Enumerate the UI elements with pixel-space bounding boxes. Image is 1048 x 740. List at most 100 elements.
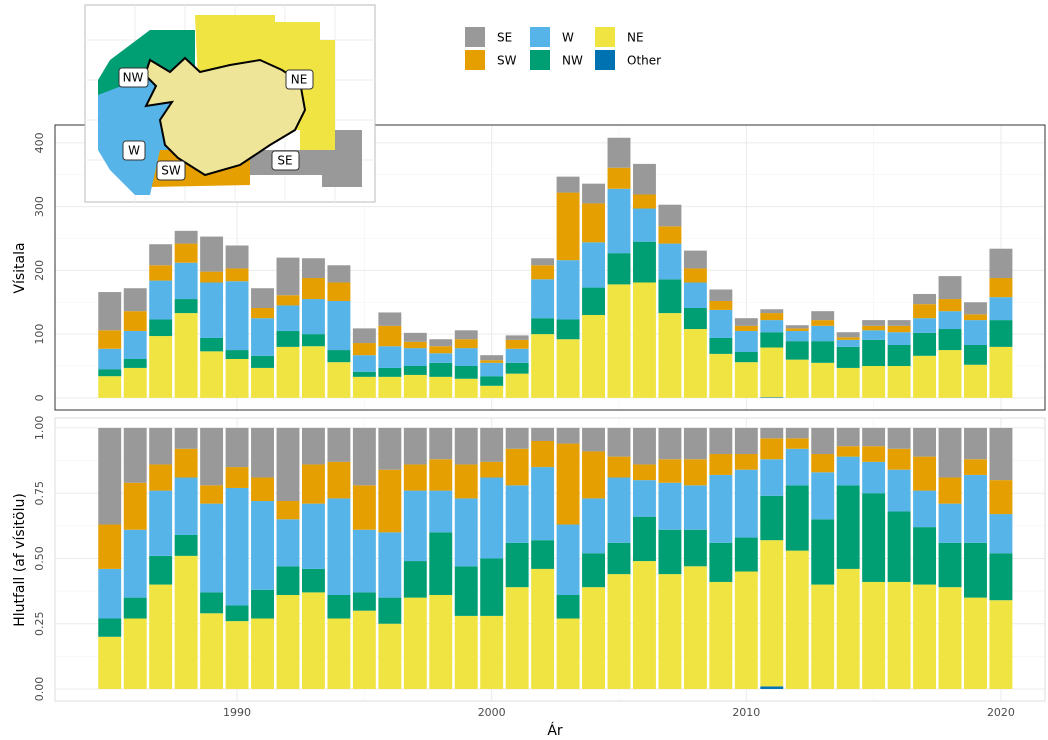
x-tick-label: 2020	[987, 706, 1015, 719]
bar-segment	[480, 427, 504, 462]
bar-segment	[760, 313, 784, 321]
bar-segment	[811, 320, 835, 326]
legend-swatch	[465, 50, 485, 70]
bar-segment	[989, 600, 1013, 689]
bar-segment	[938, 276, 962, 300]
bar-segment	[251, 501, 274, 590]
bar-segment	[225, 245, 249, 269]
bar-segment	[734, 362, 758, 398]
bar-segment	[531, 427, 555, 441]
map-label-box	[118, 67, 149, 88]
region-se	[250, 130, 362, 187]
bar-segment	[225, 358, 249, 398]
bar-segment	[607, 167, 631, 189]
island	[143, 56, 307, 177]
bar-segment	[785, 427, 809, 439]
bar-segment	[760, 459, 784, 496]
bar-segment	[276, 566, 300, 596]
bar-segment	[633, 464, 656, 481]
bar-segment	[709, 474, 733, 543]
bar-segment	[862, 461, 886, 494]
bar-segment	[98, 636, 122, 689]
legend-swatch	[595, 50, 615, 70]
bar-segment	[862, 339, 886, 367]
bar-segment	[505, 373, 529, 398]
bar-segment	[531, 258, 555, 266]
bar-segment	[709, 289, 733, 301]
bar-segment	[658, 459, 682, 483]
bar-segment	[582, 451, 605, 499]
bar-segment	[149, 319, 173, 337]
bar-segment	[938, 477, 962, 504]
bar-segment	[811, 325, 835, 342]
bar-segment	[403, 597, 427, 689]
bar-segment	[225, 427, 249, 468]
bar-segment	[887, 320, 911, 326]
bar-segment	[251, 589, 274, 619]
bar-segment	[200, 337, 224, 352]
bar-segment	[505, 542, 529, 588]
bar-segment	[429, 427, 453, 460]
bar-segment	[225, 621, 249, 689]
bar-segment	[251, 355, 274, 368]
bar-segment	[887, 332, 911, 345]
bar-segment	[123, 427, 147, 483]
bar-segment	[913, 527, 937, 585]
bar-segment	[709, 427, 733, 455]
bar-segment	[225, 487, 249, 606]
bar-segment	[658, 313, 682, 398]
bar-segment	[734, 330, 758, 352]
bar-segment	[276, 305, 300, 331]
bar-segment	[582, 553, 605, 588]
bar-segment	[454, 348, 478, 367]
bar-segment	[378, 532, 402, 598]
bar-segment	[378, 376, 402, 398]
bar-segment	[811, 584, 835, 689]
bar-segment	[556, 192, 580, 261]
bar-segment	[352, 376, 376, 398]
bar-segment	[429, 532, 453, 596]
bar-segment	[98, 618, 122, 637]
bar-segment	[531, 334, 555, 398]
bar-segment	[734, 325, 758, 331]
bar-segment	[352, 610, 376, 689]
bar-segment	[403, 348, 427, 367]
bar-segment	[276, 330, 300, 347]
bar-segment	[607, 542, 631, 575]
map-label-box	[271, 150, 300, 171]
map-label-box	[122, 140, 146, 161]
bar-segment	[174, 313, 198, 398]
bar-segment	[98, 292, 122, 331]
bar-segment	[200, 613, 224, 689]
bar-segment	[429, 376, 453, 398]
bar-segment	[403, 427, 427, 465]
bar-segment	[862, 366, 886, 398]
bar-segment	[301, 258, 325, 279]
bar-segment	[251, 477, 274, 502]
bar-segment	[938, 427, 962, 478]
bar-segment	[149, 265, 173, 281]
x-tick-label: 1990	[223, 706, 251, 719]
bar-segment	[607, 253, 631, 285]
bar-segment	[938, 542, 962, 588]
bar-segment	[480, 385, 504, 398]
bar-segment	[98, 330, 122, 349]
bar-segment	[378, 312, 402, 326]
bar-segment	[607, 477, 631, 543]
bar-segment	[531, 467, 555, 541]
bar-segment	[531, 265, 555, 280]
bar-segment	[913, 490, 937, 528]
bar-segment	[378, 597, 402, 624]
map-label: W	[128, 144, 140, 158]
bar-segment	[327, 362, 351, 398]
bar-segment	[607, 284, 631, 398]
bar-segment	[123, 618, 147, 689]
bar-segment	[123, 529, 147, 598]
map-label-box	[156, 160, 186, 181]
bar-segment	[301, 568, 325, 593]
panel: 0.00 0.25 0.50 0.75 1.00 1990 2000 2010 2020	[33, 416, 1046, 719]
bar-segment	[734, 351, 758, 363]
bar-segment	[200, 282, 224, 338]
bar-segment	[938, 587, 962, 689]
y-tick-label: 0	[33, 394, 46, 401]
